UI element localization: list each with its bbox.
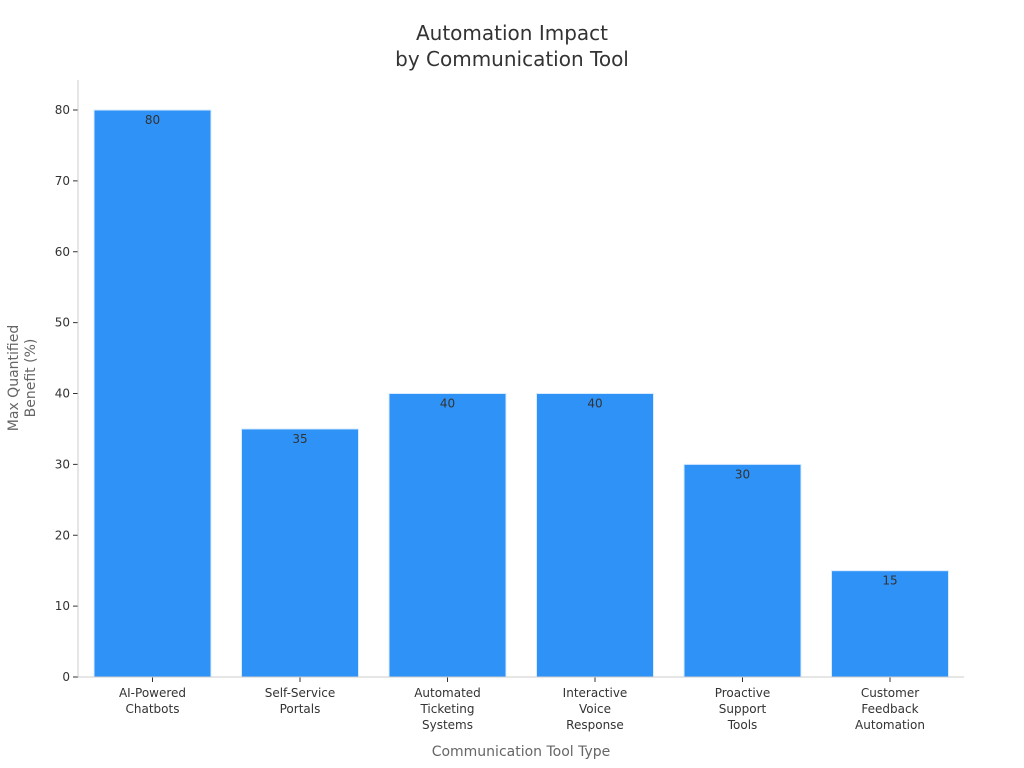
x-tick-label: Self-Service Portals	[265, 686, 336, 716]
x-tick-label-line: Proactive	[715, 686, 771, 700]
x-tick-label-line: Systems	[422, 718, 473, 732]
y-tick-label: 10	[55, 599, 70, 613]
bar-value-label: 40	[587, 397, 602, 411]
x-tick-label-line: Chatbots	[126, 702, 180, 716]
bar-value-label: 40	[440, 397, 455, 411]
x-tick-label-line: Ticketing	[419, 702, 474, 716]
chart-title: Automation Impact by Communication Tool	[395, 21, 629, 71]
y-tick-label: 30	[55, 457, 70, 471]
x-tick-label: Proactive Support Tools	[715, 686, 771, 732]
y-axis-ticks: 0 10 20 30 40 50 60 70 80	[55, 103, 78, 684]
x-tick-label: AI-Powered Chatbots	[119, 686, 186, 716]
x-axis-ticks: AI-Powered Chatbots Self-Service Portals Aut…	[119, 677, 925, 732]
chart-title-line-1: Automation Impact	[416, 21, 608, 45]
x-tick-label-line: Automated	[414, 686, 481, 700]
chart-title-line-2: by Communication Tool	[395, 47, 629, 71]
x-tick-label-line: Feedback	[861, 702, 918, 716]
bar-value-label: 15	[882, 574, 897, 588]
x-tick-label-line: Portals	[280, 702, 321, 716]
bar	[241, 428, 359, 678]
y-tick-label: 20	[55, 528, 70, 542]
x-tick-label: Interactive Voice Response	[563, 686, 628, 732]
bar-value-label: 80	[145, 113, 160, 127]
bar-value-label: 35	[292, 432, 307, 446]
x-tick-label-line: Support	[719, 702, 767, 716]
data-labels: 80 35 40 40 30 15	[145, 113, 898, 588]
x-tick-label-line: Response	[566, 718, 624, 732]
x-tick-label-line: Interactive	[563, 686, 628, 700]
x-axis-title: Communication Tool Type	[432, 744, 611, 760]
x-tick-label-line: Customer	[861, 686, 919, 700]
bar-value-label: 30	[735, 467, 750, 481]
y-tick-label: 80	[55, 103, 70, 117]
y-tick-label: 70	[55, 174, 70, 188]
bars	[93, 109, 949, 678]
x-tick-label-line: AI-Powered	[119, 686, 186, 700]
y-tick-label: 50	[55, 316, 70, 330]
y-axis-title: Max Quantified Benefit (%)	[6, 325, 39, 431]
bar	[831, 570, 949, 678]
y-tick-label: 40	[55, 387, 70, 401]
bar	[683, 463, 802, 678]
x-tick-label: Automated Ticketing Systems	[414, 686, 481, 732]
x-tick-label-line: Self-Service	[265, 686, 336, 700]
x-tick-label-line: Automation	[855, 718, 925, 732]
x-tick-label-line: Voice	[579, 702, 611, 716]
y-axis-title-line-2: Benefit (%)	[23, 339, 39, 418]
x-tick-label-line: Tools	[727, 718, 758, 732]
y-tick-label: 0	[62, 670, 70, 684]
bar	[536, 393, 654, 678]
x-tick-label: Customer Feedback Automation	[855, 686, 925, 732]
y-axis-title-line-1: Max Quantified	[6, 325, 22, 431]
y-tick-label: 60	[55, 245, 70, 259]
bar	[93, 109, 212, 678]
bar	[388, 393, 507, 678]
